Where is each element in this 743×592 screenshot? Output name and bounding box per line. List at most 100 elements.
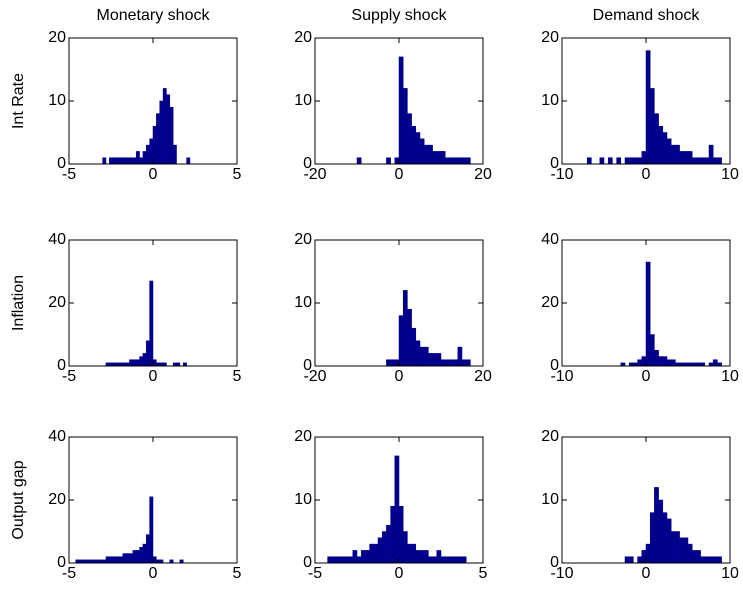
bar — [666, 518, 672, 564]
bar — [444, 556, 450, 564]
bar — [465, 157, 471, 165]
x-tick-label: 0 — [149, 565, 158, 582]
bar — [115, 556, 120, 564]
bar — [649, 88, 655, 165]
bar — [169, 107, 174, 165]
bar — [670, 144, 676, 165]
bar — [156, 113, 160, 165]
bar — [658, 499, 664, 564]
bar — [700, 556, 706, 564]
bar — [146, 144, 150, 165]
x-tick-label: 10 — [721, 368, 739, 385]
y-tick-label: 20 — [48, 29, 66, 46]
bar — [402, 88, 408, 165]
x-tick-label: 5 — [233, 565, 242, 582]
bar — [146, 534, 150, 564]
bar — [381, 531, 387, 564]
bar — [402, 531, 408, 564]
bar — [152, 125, 157, 165]
bar — [696, 550, 701, 564]
x-tick-label: 20 — [474, 368, 492, 385]
bar — [654, 113, 659, 165]
bar — [139, 547, 144, 564]
bar — [339, 556, 345, 564]
bar — [386, 524, 391, 564]
x-tick-label: -20 — [303, 166, 326, 183]
bar — [419, 138, 425, 165]
y-tick-label: 10 — [294, 491, 312, 508]
x-tick-label: 10 — [721, 565, 739, 582]
y-tick-label: 20 — [541, 29, 559, 46]
bar — [411, 125, 417, 165]
bar — [398, 506, 404, 564]
x-tick-label: 0 — [642, 565, 651, 582]
bar — [149, 496, 154, 564]
bar — [390, 506, 396, 564]
bar — [624, 157, 630, 165]
bar — [377, 537, 383, 564]
bar — [444, 359, 450, 367]
bar — [616, 157, 622, 165]
bar — [457, 157, 463, 165]
bar — [162, 88, 167, 165]
y-axis-label: Int Rate — [10, 73, 27, 129]
bar — [419, 550, 425, 564]
y-tick-label: 0 — [303, 155, 312, 172]
bar — [428, 556, 433, 564]
bar — [327, 556, 333, 564]
bar — [645, 543, 651, 564]
y-tick-label: 10 — [48, 92, 66, 109]
bar — [675, 531, 680, 564]
bar — [115, 157, 120, 165]
x-tick-label: -5 — [308, 565, 322, 582]
bar — [457, 556, 463, 564]
x-tick-label: -10 — [550, 368, 573, 385]
x-tick-label: 0 — [149, 368, 158, 385]
bar — [708, 556, 714, 564]
bar — [683, 151, 689, 165]
bar — [369, 543, 375, 564]
bar — [432, 151, 438, 165]
bar — [129, 359, 134, 367]
bar — [687, 151, 693, 165]
y-tick-label: 10 — [294, 294, 312, 311]
bar — [449, 359, 454, 367]
bar — [449, 157, 454, 165]
bar — [109, 157, 113, 165]
x-tick-label: 0 — [149, 166, 158, 183]
x-tick-label: -5 — [62, 565, 76, 582]
bar — [432, 353, 438, 367]
bar — [662, 132, 668, 165]
x-tick-label: 0 — [395, 368, 404, 385]
bar — [717, 157, 722, 165]
bar — [119, 157, 124, 165]
bar — [599, 157, 605, 165]
y-tick-label: 0 — [303, 357, 312, 374]
subplot-title: Demand shock — [593, 7, 701, 24]
bar — [423, 144, 429, 165]
bar — [461, 157, 467, 165]
bar — [365, 550, 370, 564]
bar — [453, 157, 459, 165]
bar — [649, 512, 655, 564]
bar — [428, 144, 433, 165]
bar — [415, 132, 421, 165]
x-tick-label: 0 — [642, 166, 651, 183]
bar — [465, 359, 471, 367]
x-tick-label: 0 — [395, 565, 404, 582]
bar — [675, 144, 680, 165]
bar — [105, 556, 110, 564]
bar — [159, 100, 164, 165]
bar — [662, 512, 668, 564]
bar — [440, 556, 446, 564]
bar — [666, 359, 672, 367]
bar — [407, 543, 412, 564]
x-tick-label: 5 — [233, 368, 242, 385]
bar — [132, 359, 137, 367]
bar — [411, 543, 417, 564]
bar — [398, 56, 404, 165]
bar — [423, 346, 429, 367]
bar — [628, 556, 634, 564]
bar — [142, 151, 147, 165]
bar — [679, 151, 685, 165]
